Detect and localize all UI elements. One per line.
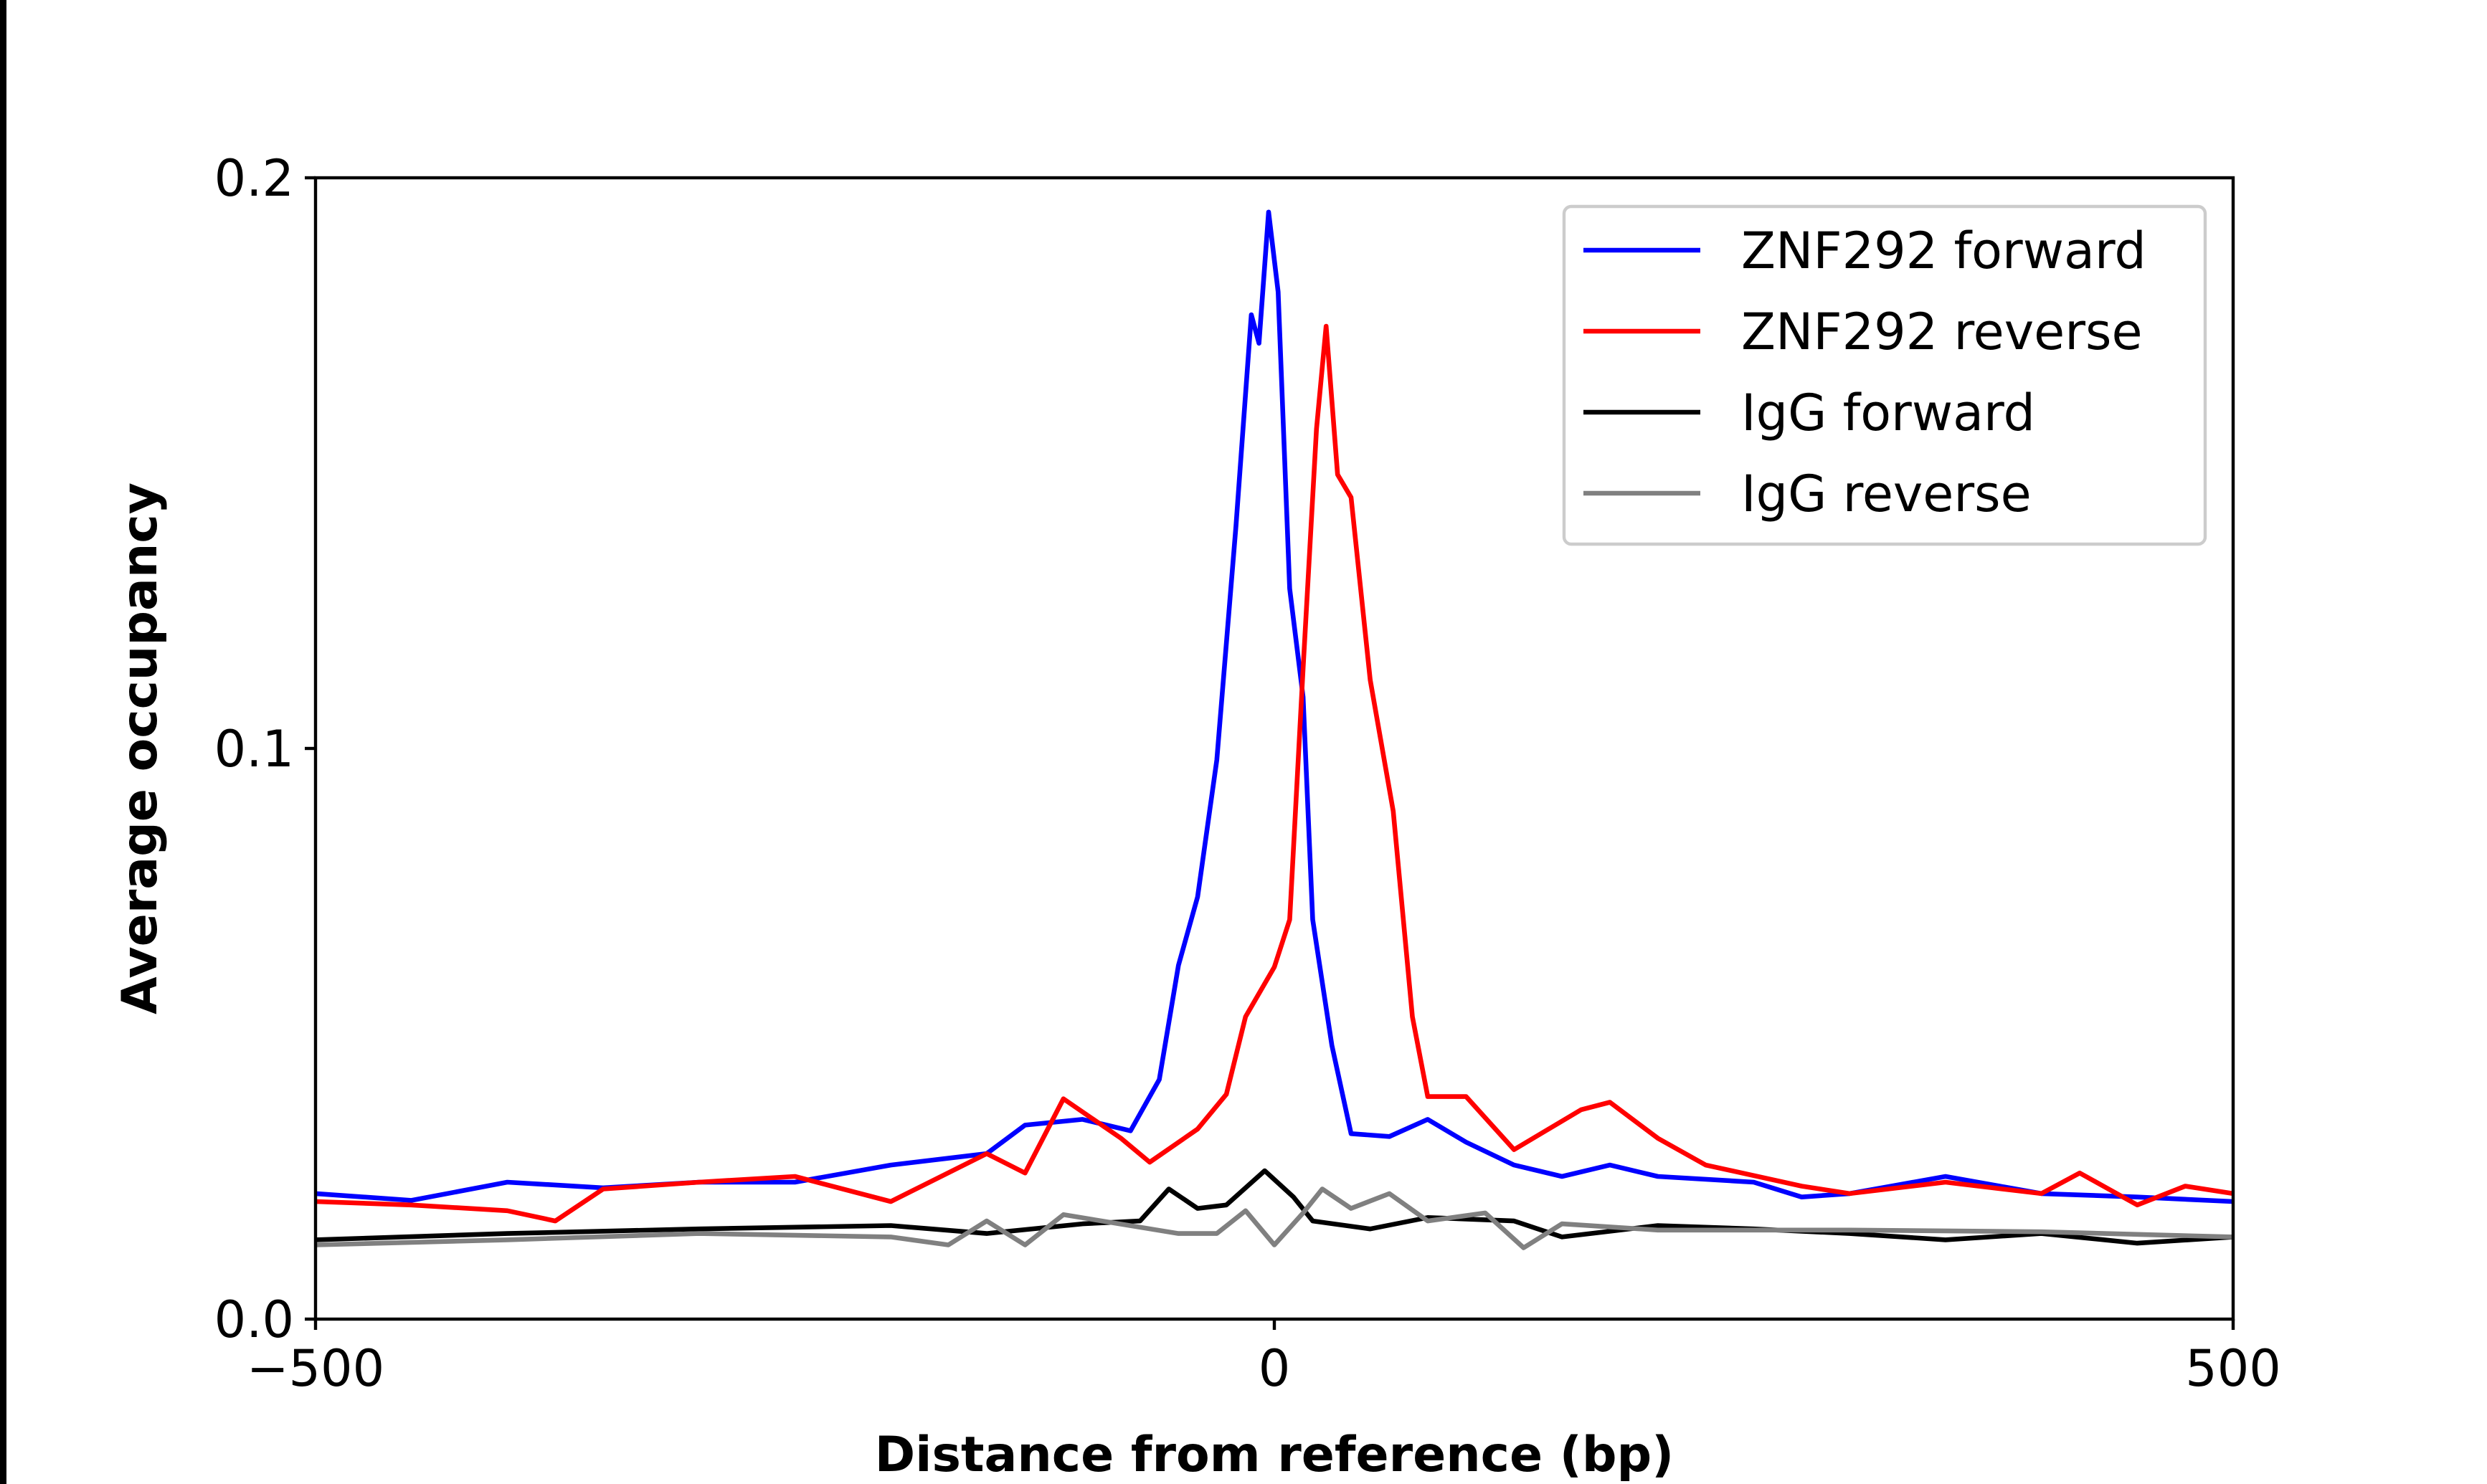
- legend-item: IgG reverse: [1583, 465, 2032, 523]
- legend-label: ZNF292 reverse: [1741, 303, 2143, 361]
- legend-item: IgG forward: [1583, 384, 2035, 442]
- legend-item: ZNF292 forward: [1583, 222, 2146, 280]
- series-line-znf292-forward: [315, 209, 2234, 1204]
- x-tick-label: −500: [247, 1339, 384, 1398]
- y-axis-label: Average occupancy: [112, 482, 169, 1014]
- left-border: [0, 0, 6, 1484]
- legend-label: IgG reverse: [1741, 465, 2032, 523]
- y-tick-label: 0.0: [214, 1290, 294, 1349]
- x-tick-label: 0: [1259, 1339, 1291, 1398]
- legend-label: ZNF292 forward: [1741, 222, 2146, 280]
- y-tick-label: 0.2: [214, 149, 294, 208]
- legend-item: ZNF292 reverse: [1583, 303, 2143, 361]
- ticks-layer: −500 0 500 0.0 0.1 0.2: [214, 149, 2281, 1398]
- y-tick-label: 0.1: [214, 720, 294, 779]
- legend-label: IgG forward: [1741, 384, 2035, 442]
- series-layer: [315, 209, 2234, 1250]
- series-line-igg-reverse: [315, 1186, 2234, 1250]
- legend-box: [1562, 204, 2207, 546]
- x-axis-label: Distance from reference (bp): [875, 1427, 1674, 1483]
- series-line-znf292-reverse: [315, 323, 2234, 1224]
- x-tick-label: 500: [2185, 1339, 2281, 1398]
- legend: ZNF292 forward ZNF292 reverse IgG forward I…: [1562, 204, 2207, 546]
